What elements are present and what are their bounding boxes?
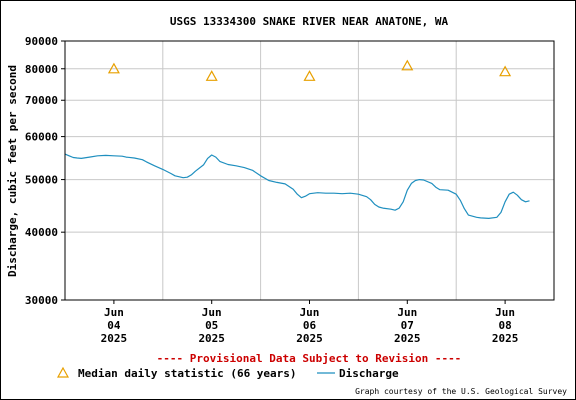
y-axis-ticks: 30000 40000 50000 60000 70000 80000 90000	[25, 35, 65, 307]
median-point-triangle	[401, 59, 414, 71]
plot-area-border	[64, 40, 555, 301]
y-tick-label: 60000	[25, 131, 58, 144]
legend: Median daily statistic (66 years) Discha…	[56, 366, 399, 380]
x-tick-label: Jun	[104, 306, 124, 319]
median-point-triangle	[205, 70, 218, 81]
median-point-triangle	[303, 70, 316, 81]
x-tick-label: 04	[107, 319, 121, 332]
x-tick-label: 2025	[394, 332, 421, 345]
y-tick-label: 90000	[25, 35, 58, 48]
legend-median-label: Median daily statistic (66 years)	[78, 367, 297, 380]
x-tick-label: 2025	[296, 332, 323, 345]
legend-discharge-label: Discharge	[339, 367, 399, 380]
median-point-triangle	[499, 65, 512, 77]
x-tick-label: 08	[498, 319, 511, 332]
y-tick-label: 80000	[25, 63, 58, 76]
median-point-triangle	[107, 62, 120, 74]
series	[64, 153, 530, 219]
x-tick-label: 2025	[101, 332, 128, 345]
median-legend-triangle-icon	[56, 366, 70, 378]
y-tick-label: 30000	[25, 294, 58, 307]
x-axis-ticks: Jun042025Jun052025Jun062025Jun072025Jun0…	[101, 300, 519, 345]
x-tick-label: Jun	[202, 306, 222, 319]
y-tick-label: 70000	[25, 94, 58, 107]
y-axis-label: Discharge, cubic feet per second	[6, 65, 19, 277]
x-tick-label: 07	[401, 319, 414, 332]
x-tick-label: Jun	[397, 306, 417, 319]
x-tick-label: 2025	[492, 332, 519, 345]
y-tick-label: 50000	[25, 174, 58, 187]
discharge-series-line	[64, 153, 530, 219]
x-tick-label: Jun	[300, 306, 320, 319]
provisional-notice: ---- Provisional Data Subject to Revisio…	[157, 352, 462, 365]
x-tick-label: Jun	[495, 306, 515, 319]
chart-title: USGS 13334300 SNAKE RIVER NEAR ANATONE, …	[170, 15, 449, 28]
x-tick-label: 05	[205, 319, 218, 332]
median-markers	[107, 59, 512, 81]
x-tick-label: 2025	[198, 332, 225, 345]
y-tick-label: 40000	[25, 226, 58, 239]
x-tick-label: 06	[303, 319, 317, 332]
credit-text: Graph courtesy of the U.S. Geological Su…	[355, 387, 567, 396]
grid	[65, 41, 554, 300]
